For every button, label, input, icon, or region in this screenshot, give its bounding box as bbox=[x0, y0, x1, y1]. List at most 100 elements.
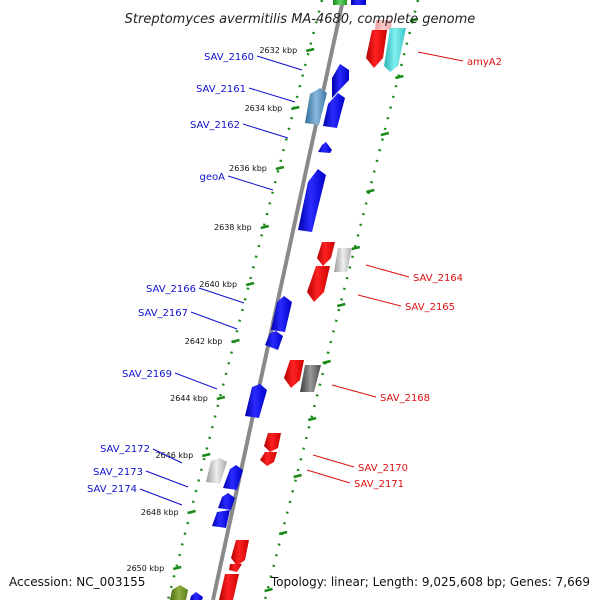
outer-ring-tick-mark bbox=[351, 245, 361, 251]
gene-arrow-sav-2161-steel[interactable] bbox=[305, 88, 327, 125]
kbp-tick-label: 2644 kbp bbox=[170, 394, 208, 403]
outer-ring-tick-mark bbox=[264, 587, 273, 593]
kbp-tick-mark bbox=[216, 395, 226, 401]
gene-label-sav-2162[interactable]: SAV_2162 bbox=[190, 120, 240, 131]
gene-label-sav-2160[interactable]: SAV_2160 bbox=[204, 52, 254, 63]
gene-arrow-sav-2162[interactable] bbox=[318, 142, 332, 153]
label-leader-line bbox=[145, 470, 189, 488]
label-leader-line bbox=[312, 454, 355, 468]
gene-arrow-amyA2-pink[interactable] bbox=[375, 20, 392, 30]
label-leader-line bbox=[242, 123, 289, 139]
kbp-tick-mark bbox=[187, 509, 196, 515]
kbp-tick-label: 2646 kbp bbox=[156, 451, 194, 460]
kbp-tick-mark bbox=[260, 224, 270, 230]
label-leader-line bbox=[256, 55, 303, 71]
gene-arrow-geoA[interactable] bbox=[298, 169, 326, 232]
gene-arrow-amyA2-cyan[interactable] bbox=[384, 28, 406, 72]
gene-label-sav-2161[interactable]: SAV_2161 bbox=[196, 84, 246, 95]
inner-dotted-ring bbox=[166, 0, 324, 600]
gene-arrow-sav-2168-gray[interactable] bbox=[300, 365, 321, 392]
gene-arrow-top-left-green[interactable] bbox=[333, 0, 347, 5]
gene-arrow-bottom-red-small[interactable] bbox=[229, 564, 242, 572]
gene-label-amya2[interactable]: amyA2 bbox=[467, 57, 502, 68]
outer-ring-tick-mark bbox=[322, 359, 331, 365]
kbp-tick-mark bbox=[245, 281, 255, 287]
gene-label-sav-2165[interactable]: SAV_2165 bbox=[405, 302, 455, 313]
gene-label-sav-2171[interactable]: SAV_2171 bbox=[354, 479, 404, 490]
outer-ring-tick-mark bbox=[380, 131, 390, 137]
gene-arrow-bottom-red-b[interactable] bbox=[219, 574, 239, 600]
forward-gene-track bbox=[170, 0, 366, 600]
outer-dotted-ring bbox=[263, 0, 420, 600]
gene-arrow-sav-2171[interactable] bbox=[260, 452, 277, 466]
gene-arrow-sav-2160[interactable] bbox=[332, 64, 349, 98]
label-leader-line bbox=[248, 87, 296, 103]
genome-summary-text: Topology: linear; Length: 9,025,608 bp; … bbox=[270, 575, 590, 589]
gene-arrow-sav-2167[interactable] bbox=[265, 331, 283, 350]
gene-arrow-bottom-olive[interactable] bbox=[170, 585, 188, 600]
gene-label-sav-2170[interactable]: SAV_2170 bbox=[358, 463, 408, 474]
gene-label-sav-2172[interactable]: SAV_2172 bbox=[100, 444, 150, 455]
gene-label-sav-2174[interactable]: SAV_2174 bbox=[87, 484, 137, 495]
forward-label-layer: SAV_2160 SAV_2161 SAV_2162 geoA SAV_2166 SAV_… bbox=[87, 52, 303, 506]
gene-arrow-sav-2164[interactable] bbox=[317, 242, 335, 266]
gene-label-sav-2168[interactable]: SAV_2168 bbox=[380, 393, 430, 404]
gene-arrow-sav-2168[interactable] bbox=[284, 360, 304, 388]
gene-arrow-sav-2174-b[interactable] bbox=[212, 510, 230, 528]
label-leader-line bbox=[139, 488, 183, 506]
gene-arrow-sav-2172[interactable] bbox=[206, 458, 227, 484]
label-leader-line bbox=[198, 287, 245, 304]
kbp-tick-layer bbox=[172, 17, 419, 593]
gene-label-sav-2167[interactable]: SAV_2167 bbox=[138, 308, 188, 319]
gene-arrow-amyA2-red[interactable] bbox=[366, 30, 387, 68]
gene-label-sav-2166[interactable]: SAV_2166 bbox=[146, 284, 196, 295]
kbp-tick-label: 2638 kbp bbox=[214, 223, 252, 232]
label-leader-line bbox=[365, 264, 410, 278]
label-leader-line bbox=[190, 311, 238, 330]
label-leader-line bbox=[417, 51, 464, 62]
outer-ring-tick-mark bbox=[278, 530, 288, 536]
label-leader-line bbox=[357, 294, 402, 307]
label-leader-line bbox=[331, 384, 377, 398]
genome-title: Streptomyces avermitilis MA-4680, comple… bbox=[125, 12, 476, 27]
kbp-tick-mark bbox=[172, 565, 182, 571]
outer-ring-tick-mark bbox=[293, 473, 302, 479]
kbp-tick-label: 2636 kbp bbox=[229, 164, 267, 173]
accession-text: Accession: NC_003155 bbox=[9, 575, 145, 589]
kbp-tick-mark bbox=[231, 338, 240, 344]
label-leader-line bbox=[152, 448, 183, 464]
kbp-tick-label: 2648 kbp bbox=[141, 508, 179, 517]
gene-arrow-bottom-red-a[interactable] bbox=[231, 540, 249, 566]
gene-label-geoa[interactable]: geoA bbox=[200, 172, 226, 183]
outer-ring-tick-mark bbox=[365, 188, 375, 194]
gene-arrow-sav-2165[interactable] bbox=[307, 266, 330, 302]
label-leader-line bbox=[174, 372, 218, 390]
gene-label-sav-2169[interactable]: SAV_2169 bbox=[122, 369, 172, 380]
gene-arrow-sav-2174-a[interactable] bbox=[218, 493, 235, 510]
reverse-label-layer: amyA2 SAV_2164 SAV_2165 SAV_2168 SAV_2170 SAV… bbox=[306, 51, 502, 490]
gene-arrow-bottom-blue[interactable] bbox=[190, 592, 203, 600]
outer-ring-tick-mark bbox=[409, 17, 419, 23]
label-leader-line bbox=[227, 175, 274, 191]
gene-arrow-sav-2170[interactable] bbox=[264, 433, 281, 452]
kbp-tick-label: 2632 kbp bbox=[259, 46, 297, 55]
gene-arrow-sav-2173[interactable] bbox=[223, 465, 243, 490]
kbp-tick-mark bbox=[275, 165, 285, 171]
gene-arrow-sav-2166[interactable] bbox=[271, 296, 292, 332]
gene-arrow-sav-2161-blue[interactable] bbox=[323, 93, 345, 128]
kbp-tick-mark bbox=[290, 105, 300, 111]
gene-arrow-sav-2169[interactable] bbox=[245, 384, 267, 418]
outer-ring-tick-mark bbox=[336, 302, 346, 308]
kbp-tick-label: 2642 kbp bbox=[185, 337, 223, 346]
gene-arrow-sav-2164-gray[interactable] bbox=[334, 248, 352, 272]
kbp-tick-label: 2634 kbp bbox=[245, 104, 283, 113]
kbp-tick-label: 2650 kbp bbox=[127, 564, 165, 573]
outer-ring-tick-mark bbox=[395, 74, 404, 80]
reverse-gene-track bbox=[219, 20, 406, 600]
gene-arrow-top-left-blue[interactable] bbox=[351, 0, 366, 5]
kbp-tick-mark bbox=[305, 47, 315, 53]
gene-label-sav-2173[interactable]: SAV_2173 bbox=[93, 467, 143, 478]
label-leader-line bbox=[306, 469, 351, 484]
gene-label-sav-2164[interactable]: SAV_2164 bbox=[413, 273, 463, 284]
